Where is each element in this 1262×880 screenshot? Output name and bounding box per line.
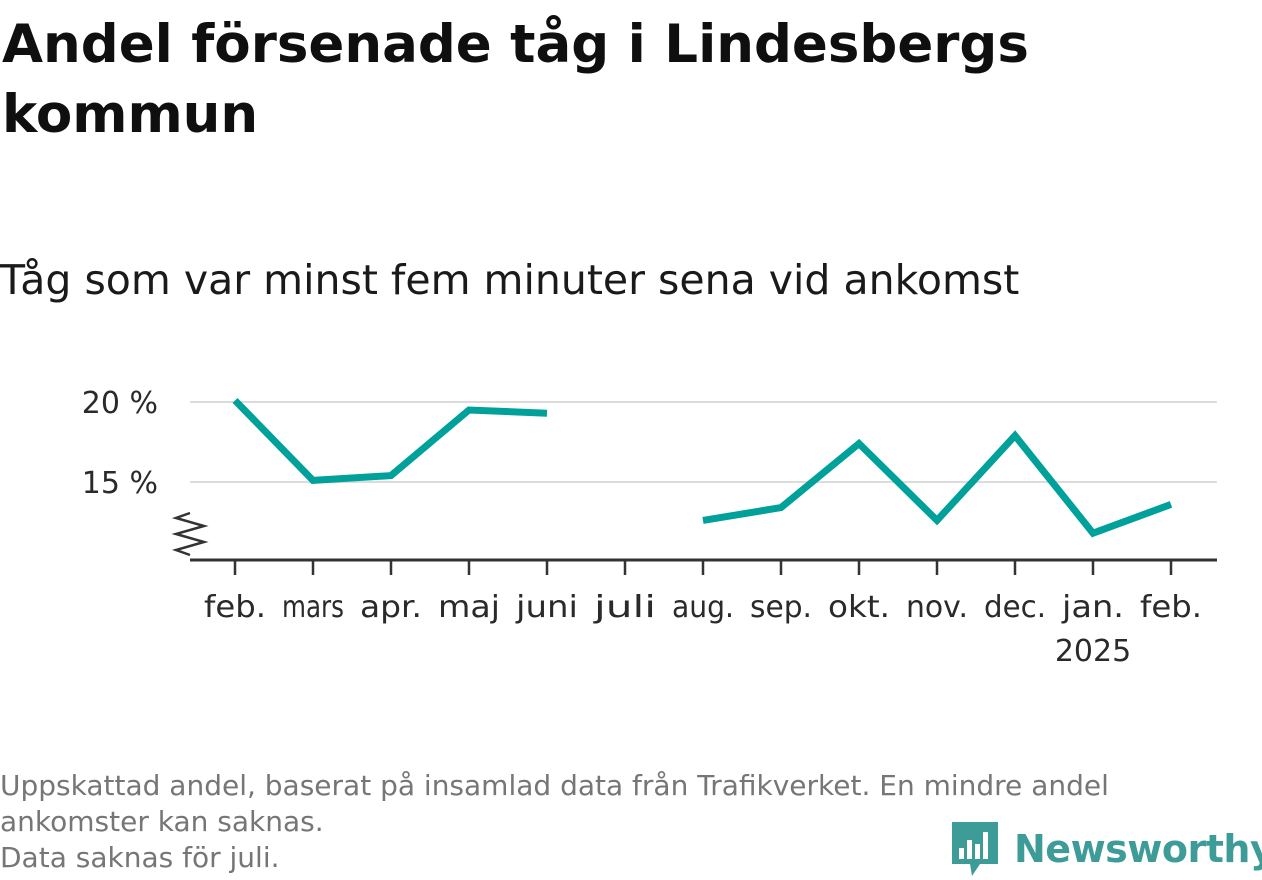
x-tick-label: apr. xyxy=(360,590,422,625)
footnote-line-2: ankomster kan saknas. xyxy=(0,805,324,838)
x-tick-label: dec. xyxy=(984,590,1046,625)
x-tick-label: sep. xyxy=(750,590,812,625)
axis-break xyxy=(171,511,209,557)
x-tick-label: jan. xyxy=(1061,590,1124,625)
series-line xyxy=(702,430,1173,538)
x-tick-label: juni xyxy=(515,590,578,625)
x-tick-label: aug. xyxy=(672,590,734,625)
brand-name: Newsworthy xyxy=(1014,827,1262,871)
line-chart: 15 % 20 % feb. mars apr. maj juni juli aug. sep. o… xyxy=(82,386,1217,669)
x-tick-label: feb. xyxy=(1140,590,1202,625)
x-tick-label: mars xyxy=(282,590,344,625)
x-tick-label: maj xyxy=(438,590,500,625)
x-tick-label: feb. xyxy=(204,590,266,625)
footnote-line-1: Uppskattad andel, baserat på insamlad da… xyxy=(0,769,1109,802)
series-line xyxy=(232,397,548,484)
footnote: Uppskattad andel, baserat på insamlad da… xyxy=(0,768,1250,876)
x-tick-label: juli xyxy=(593,590,656,625)
y-tick-label: 20 % xyxy=(82,386,158,421)
x-tick-label: nov. xyxy=(906,590,968,625)
footnote-line-3: Data saknas för juli. xyxy=(0,841,280,874)
x-tick-label: okt. xyxy=(828,590,890,625)
chart-subtitle: Tåg som var minst fem minuter sena vid a… xyxy=(0,256,1020,304)
bar-chart-speech-bubble-icon xyxy=(952,822,998,876)
newsworthy-logo: Newsworthy xyxy=(950,818,1262,880)
chart-title: Andel försenade tåg i Lindesbergs kommun xyxy=(2,14,1029,145)
x-year-label: 2025 xyxy=(1055,634,1131,669)
y-tick-label: 15 % xyxy=(82,466,158,501)
